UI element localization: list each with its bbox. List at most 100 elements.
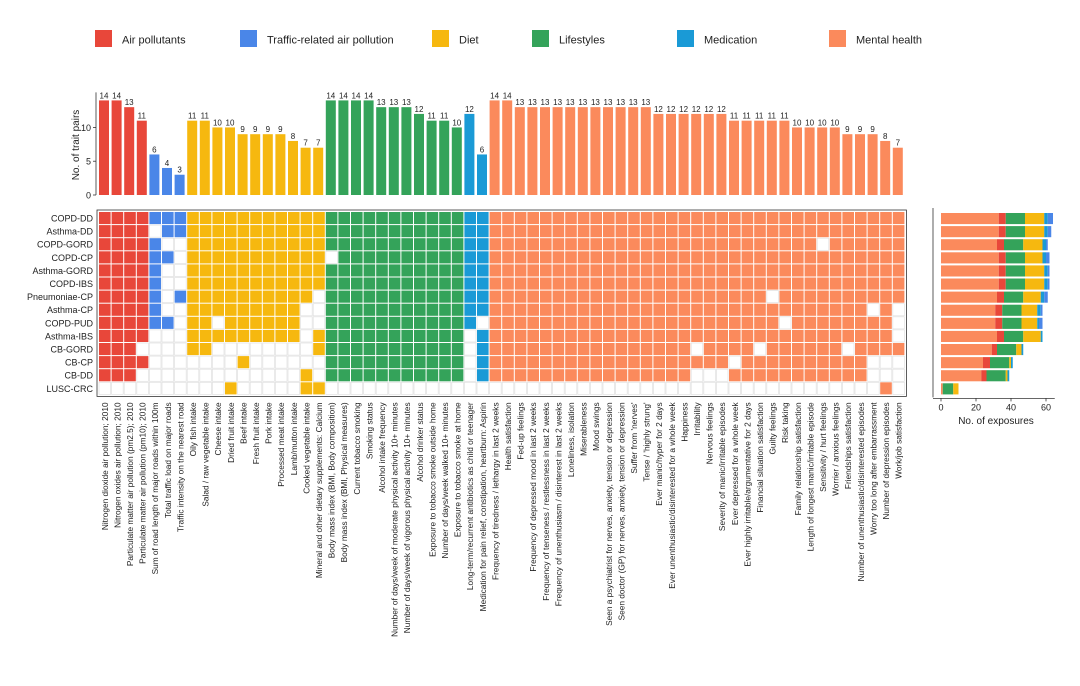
- col-label-14: Processed meat intake: [276, 402, 286, 487]
- matrix-cell: [98, 381, 111, 395]
- matrix-cell: [136, 381, 149, 395]
- matrix-cell: [779, 212, 791, 225]
- matrix-cell: [313, 343, 325, 356]
- matrix-cell: [489, 212, 502, 225]
- col-label-25: Alcohol drinker status: [415, 402, 425, 481]
- top-bar-45: [666, 113, 676, 195]
- matrix-cell: [401, 369, 413, 382]
- matrix-cell: [804, 290, 817, 303]
- side-bar-5-mental: [941, 278, 999, 290]
- matrix-cell: [527, 329, 539, 342]
- matrix-cell: [363, 264, 376, 277]
- matrix-cell: [426, 238, 439, 251]
- matrix-cell: [640, 277, 653, 290]
- matrix-cell: [842, 277, 854, 290]
- matrix-cell: [376, 225, 388, 238]
- matrix-cell: [149, 238, 161, 251]
- matrix-cell: [363, 316, 376, 329]
- matrix-cell: [212, 329, 224, 342]
- matrix-cell: [855, 316, 867, 329]
- matrix-cell: [199, 355, 212, 369]
- side-tick-label-20: 20: [971, 402, 981, 412]
- matrix-cell: [729, 225, 741, 238]
- matrix-cell: [615, 238, 628, 251]
- col-label-7: Oily fish intake: [188, 402, 198, 456]
- matrix-cell: [250, 212, 262, 225]
- matrix-cell: [829, 212, 842, 225]
- matrix-cell: [124, 225, 136, 238]
- matrix-cell: [262, 316, 275, 329]
- matrix-cell: [426, 212, 439, 225]
- matrix-cell: [376, 303, 388, 316]
- side-bar-1-life: [1005, 226, 1025, 238]
- matrix-cell: [300, 251, 313, 264]
- matrix-cell: [565, 251, 577, 264]
- matrix-cell: [351, 290, 363, 303]
- matrix-cell: [250, 316, 262, 329]
- matrix-cell: [477, 369, 489, 382]
- matrix-cell: [325, 225, 338, 238]
- side-tick-label-0: 0: [938, 402, 943, 412]
- matrix-cell: [111, 225, 124, 238]
- side-bar-6-air: [997, 291, 1004, 303]
- matrix-cell: [552, 369, 565, 382]
- matrix-cell: [376, 212, 388, 225]
- matrix-cell: [351, 343, 363, 356]
- matrix-cell: [477, 212, 489, 225]
- matrix-cell: [199, 264, 212, 277]
- matrix-cell: [514, 369, 527, 382]
- matrix-cell: [300, 264, 313, 277]
- matrix-cell: [753, 342, 767, 356]
- matrix-cell: [313, 277, 325, 290]
- matrix-cell: [855, 264, 867, 277]
- matrix-cell: [313, 382, 325, 395]
- col-label-38: Miserableness: [579, 402, 589, 456]
- matrix-cell: [514, 316, 527, 329]
- matrix-cell: [741, 369, 754, 382]
- matrix-cell: [502, 225, 514, 238]
- matrix-cell: [338, 329, 350, 342]
- matrix-cell: [476, 381, 489, 395]
- matrix-cell: [867, 238, 880, 251]
- matrix-cell: [237, 251, 250, 264]
- top-bar-label-62: 8: [883, 132, 888, 141]
- matrix-cell: [628, 251, 640, 264]
- matrix-cell: [741, 264, 754, 277]
- top-bar-label-22: 13: [377, 98, 386, 107]
- matrix-cell: [287, 368, 300, 382]
- top-bar-label-32: 14: [503, 91, 512, 100]
- matrix-cell: [817, 329, 829, 342]
- row-label-4: Asthma-GORD: [32, 266, 93, 276]
- top-bar-29: [464, 113, 475, 195]
- matrix-cell: [388, 329, 401, 342]
- side-bar-13-diet: [953, 383, 959, 395]
- matrix-cell: [754, 238, 766, 251]
- matrix-cell: [388, 369, 401, 382]
- side-bar-1-med: [1044, 226, 1048, 238]
- matrix-cell: [817, 225, 829, 238]
- col-label-11: Beef intake: [238, 402, 248, 444]
- side-bar-5-diet: [1025, 278, 1045, 290]
- top-bar-30: [477, 154, 487, 195]
- matrix-cell: [489, 251, 502, 264]
- matrix-cell: [124, 290, 136, 303]
- matrix-cell: [640, 290, 653, 303]
- matrix-cell: [880, 343, 892, 356]
- col-label-1: Nitrogen oxides air pollution; 2010: [112, 402, 122, 528]
- matrix-cell: [300, 342, 313, 356]
- matrix-cell: [741, 381, 754, 395]
- matrix-cell: [225, 316, 237, 329]
- matrix-cell: [124, 343, 136, 356]
- matrix-cell: [225, 238, 237, 251]
- matrix-cell: [149, 381, 162, 395]
- col-label-34: Frequency of depressed mood in last 2 we…: [528, 402, 538, 571]
- matrix-cell: [363, 238, 376, 251]
- matrix-cell: [237, 356, 250, 369]
- matrix-cell: [464, 225, 476, 238]
- matrix-cell: [237, 316, 250, 329]
- matrix-cell: [174, 303, 187, 317]
- matrix-cell: [892, 381, 905, 395]
- matrix-cell: [552, 303, 565, 316]
- matrix-cell: [111, 264, 124, 277]
- matrix-cell: [603, 225, 615, 238]
